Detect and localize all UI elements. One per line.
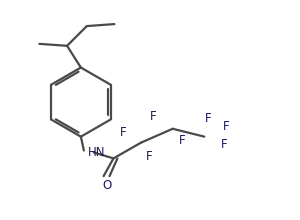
Text: HN: HN [88, 146, 105, 159]
Text: O: O [102, 179, 111, 192]
Text: F: F [150, 110, 156, 123]
Text: F: F [223, 120, 229, 133]
Text: F: F [179, 134, 186, 147]
Text: F: F [146, 150, 152, 163]
Text: F: F [205, 112, 211, 125]
Text: F: F [221, 138, 227, 151]
Text: F: F [120, 126, 127, 139]
